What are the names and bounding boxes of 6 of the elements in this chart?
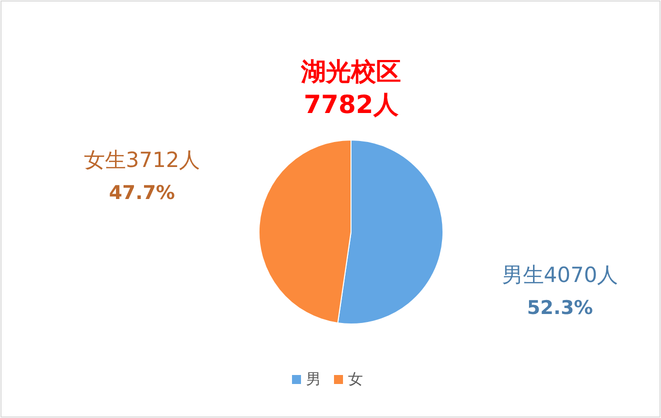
- chart-subtitle: 7782人: [304, 90, 400, 119]
- data-label: 男生4070人 52.3%: [502, 263, 618, 319]
- chart-title: 湖光校区: [300, 57, 401, 86]
- data-label: 女生3712人 47.7%: [84, 148, 200, 204]
- legend-label: 女: [348, 370, 363, 388]
- legend-label: 男: [306, 370, 321, 388]
